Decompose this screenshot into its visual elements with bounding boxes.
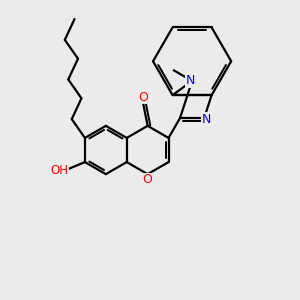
Text: OH: OH bbox=[50, 164, 68, 177]
Text: N: N bbox=[186, 74, 195, 87]
Text: N: N bbox=[202, 113, 211, 126]
Text: O: O bbox=[143, 173, 153, 186]
Text: O: O bbox=[138, 91, 148, 104]
